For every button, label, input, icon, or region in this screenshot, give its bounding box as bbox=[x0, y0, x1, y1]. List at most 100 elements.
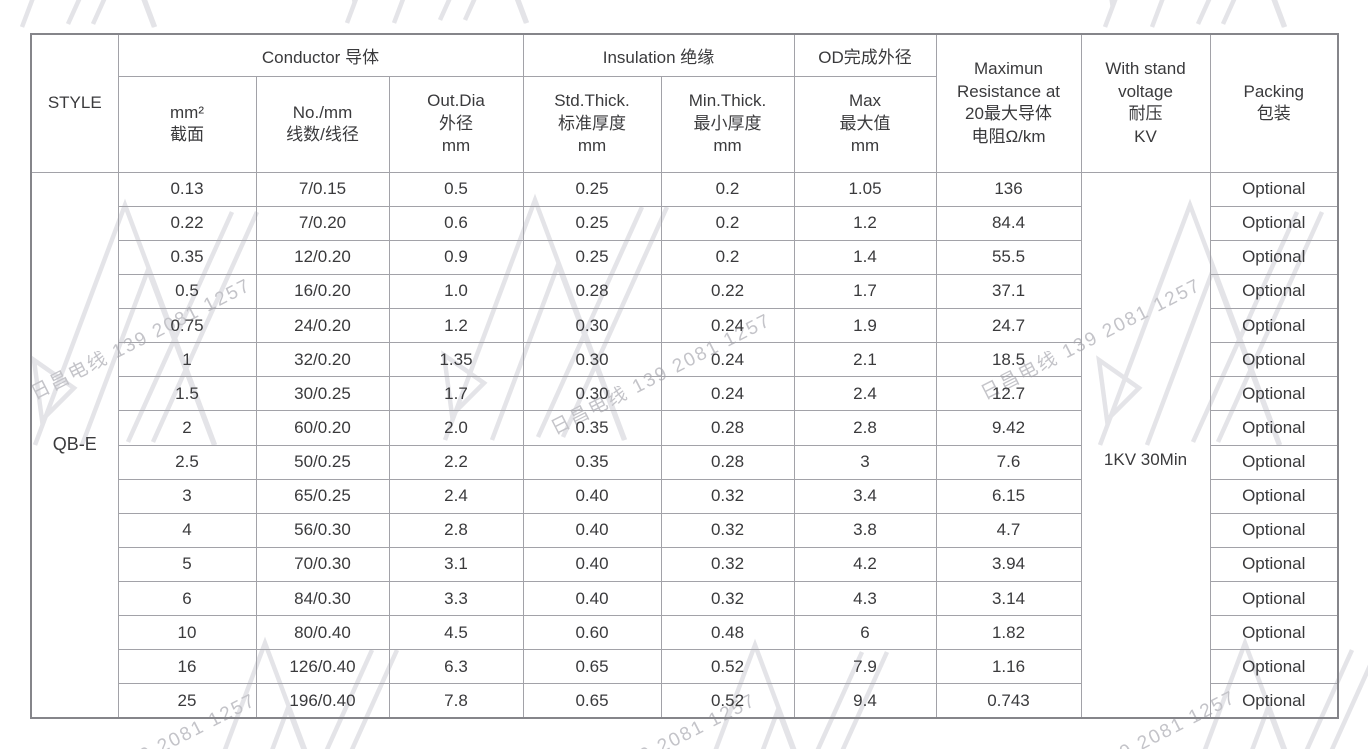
conductor-od-cell: 1.7 bbox=[388, 376, 524, 412]
std-thickness-cell: 0.40 bbox=[522, 512, 662, 548]
conductor-od-cell: 2.4 bbox=[388, 478, 524, 514]
std-thickness-cell: 0.28 bbox=[522, 273, 662, 310]
mm2-cell: 4 bbox=[117, 512, 257, 548]
conductor-od-cell: 1.35 bbox=[388, 342, 524, 378]
table-row: 0.5 16/0.20 1.0 0.28 0.22 1.7 37.1 Optional bbox=[31, 273, 1339, 310]
resistance-cell: 55.5 bbox=[935, 239, 1082, 275]
packing-cell: Optional bbox=[1209, 615, 1339, 651]
conductor-od-cell: 6.3 bbox=[388, 649, 524, 685]
max-od-cell: 7.9 bbox=[793, 649, 937, 685]
strands-cell: 50/0.25 bbox=[255, 444, 390, 480]
packing-cell: Optional bbox=[1209, 683, 1339, 719]
packing-cell: Optional bbox=[1209, 478, 1339, 514]
packing-cell: Optional bbox=[1209, 410, 1339, 446]
strands-cell: 32/0.20 bbox=[255, 342, 390, 378]
table-row: 5 70/0.30 3.1 0.40 0.32 4.2 3.94 Optional bbox=[31, 546, 1339, 583]
std-thickness-cell: 0.40 bbox=[522, 546, 662, 583]
resistance-cell: 12.7 bbox=[935, 376, 1082, 412]
std-thickness-cell: 0.65 bbox=[522, 649, 662, 685]
conductor-od-cell: 0.6 bbox=[388, 205, 524, 241]
min-thickness-cell: 0.32 bbox=[660, 512, 795, 548]
resistance-cell: 37.1 bbox=[935, 273, 1082, 310]
withstand-value-cell: 1KV 30Min bbox=[1080, 171, 1211, 719]
max-od-cell: 2.1 bbox=[793, 342, 937, 378]
strands-cell: 80/0.40 bbox=[255, 615, 390, 651]
table-row: 16 126/0.40 6.3 0.65 0.52 7.9 1.16 Optional bbox=[31, 649, 1339, 685]
strands-cell: 65/0.25 bbox=[255, 478, 390, 514]
watermark-logo bbox=[0, 0, 197, 27]
packing-cell: Optional bbox=[1209, 171, 1339, 207]
packing-cell: Optional bbox=[1209, 546, 1339, 583]
max-od-cell: 3 bbox=[793, 444, 937, 480]
min-thickness-cell: 0.22 bbox=[660, 273, 795, 310]
strands-cell: 60/0.20 bbox=[255, 410, 390, 446]
conductor-od-cell: 1.2 bbox=[388, 307, 524, 344]
packing-cell: Optional bbox=[1209, 342, 1339, 378]
style-value-cell: QB-E bbox=[30, 171, 119, 719]
packing-cell: Optional bbox=[1209, 649, 1339, 685]
spec-table-body: QB-E 0.13 7/0.15 0.5 0.25 0.2 1.05 136 1KV 30Min… bbox=[30, 171, 1339, 719]
conductor-od-cell: 2.2 bbox=[388, 444, 524, 480]
resistance-cell: 84.4 bbox=[935, 205, 1082, 241]
conductor-od-cell: 3.3 bbox=[388, 580, 524, 617]
spec-table: STYLE Conductor 导体 Insulation 绝缘 OD完成外径 … bbox=[30, 33, 1339, 719]
watermark-logo bbox=[1104, 0, 1327, 27]
min-thickness-cell: 0.52 bbox=[660, 649, 795, 685]
resistance-cell: 136 bbox=[935, 171, 1082, 207]
resistance-cell: 18.5 bbox=[935, 342, 1082, 378]
std-thickness-cell: 0.40 bbox=[522, 478, 662, 514]
mm2-header: mm² 截面 bbox=[117, 75, 257, 173]
packing-cell: Optional bbox=[1209, 376, 1339, 412]
min-thickness-cell: 0.52 bbox=[660, 683, 795, 719]
std-thickness-cell: 0.30 bbox=[522, 342, 662, 378]
packing-cell: Optional bbox=[1209, 580, 1339, 617]
std-thickness-cell: 0.30 bbox=[522, 376, 662, 412]
mm2-cell: 0.75 bbox=[117, 307, 257, 344]
conductor-od-cell: 2.8 bbox=[388, 512, 524, 548]
min-thickness-cell: 0.24 bbox=[660, 307, 795, 344]
std-thickness-cell: 0.35 bbox=[522, 444, 662, 480]
max-od-cell: 1.05 bbox=[793, 171, 937, 207]
strands-cell: 30/0.25 bbox=[255, 376, 390, 412]
resistance-cell: 7.6 bbox=[935, 444, 1082, 480]
min-thickness-cell: 0.28 bbox=[660, 444, 795, 480]
table-row: QB-E 0.13 7/0.15 0.5 0.25 0.2 1.05 136 1KV 30Min… bbox=[30, 171, 1339, 719]
max-od-header: Max 最大值 mm bbox=[793, 75, 937, 173]
resistance-cell: 4.7 bbox=[935, 512, 1082, 548]
table-row: 0.35 12/0.20 0.9 0.25 0.2 1.4 55.5 Optional bbox=[31, 239, 1339, 275]
packing-cell: Optional bbox=[1209, 205, 1339, 241]
conductor-od-cell: 2.0 bbox=[388, 410, 524, 446]
packing-cell: Optional bbox=[1209, 273, 1339, 310]
mm2-cell: 25 bbox=[117, 683, 257, 719]
strands-cell: 24/0.20 bbox=[255, 307, 390, 344]
strands-cell: 196/0.40 bbox=[255, 683, 390, 719]
max-od-cell: 4.3 bbox=[793, 580, 937, 617]
max-od-cell: 6 bbox=[793, 615, 937, 651]
strands-cell: 16/0.20 bbox=[255, 273, 390, 310]
table-row: 0.75 24/0.20 1.2 0.30 0.24 1.9 24.7 Optional bbox=[31, 307, 1339, 344]
min-thickness-cell: 0.2 bbox=[660, 171, 795, 207]
strands-cell: 12/0.20 bbox=[255, 239, 390, 275]
min-thickness-cell: 0.28 bbox=[660, 410, 795, 446]
mm2-cell: 0.13 bbox=[117, 171, 257, 207]
packing-header: Packing 包装 bbox=[1209, 33, 1339, 173]
std-thickness-cell: 0.60 bbox=[522, 615, 662, 651]
strands-cell: 7/0.20 bbox=[255, 205, 390, 241]
resistance-cell: 0.743 bbox=[935, 683, 1082, 719]
mm2-cell: 6 bbox=[117, 580, 257, 617]
mm2-cell: 2 bbox=[117, 410, 257, 446]
resistance-cell: 24.7 bbox=[935, 307, 1082, 344]
od-group-header: OD完成外径 bbox=[793, 33, 937, 77]
mm2-cell: 16 bbox=[117, 649, 257, 685]
mm2-cell: 0.5 bbox=[117, 273, 257, 310]
std-thickness-cell: 0.35 bbox=[522, 410, 662, 446]
strands-cell: 7/0.15 bbox=[255, 171, 390, 207]
mm2-cell: 10 bbox=[117, 615, 257, 651]
min-thickness-cell: 0.48 bbox=[660, 615, 795, 651]
conductor-od-cell: 0.5 bbox=[388, 171, 524, 207]
table-row: 1.5 30/0.25 1.7 0.30 0.24 2.4 12.7 Optional bbox=[31, 376, 1339, 412]
resistance-cell: 3.94 bbox=[935, 546, 1082, 583]
min-thickness-cell: 0.32 bbox=[660, 546, 795, 583]
mm2-cell: 0.22 bbox=[117, 205, 257, 241]
max-od-cell: 1.7 bbox=[793, 273, 937, 310]
